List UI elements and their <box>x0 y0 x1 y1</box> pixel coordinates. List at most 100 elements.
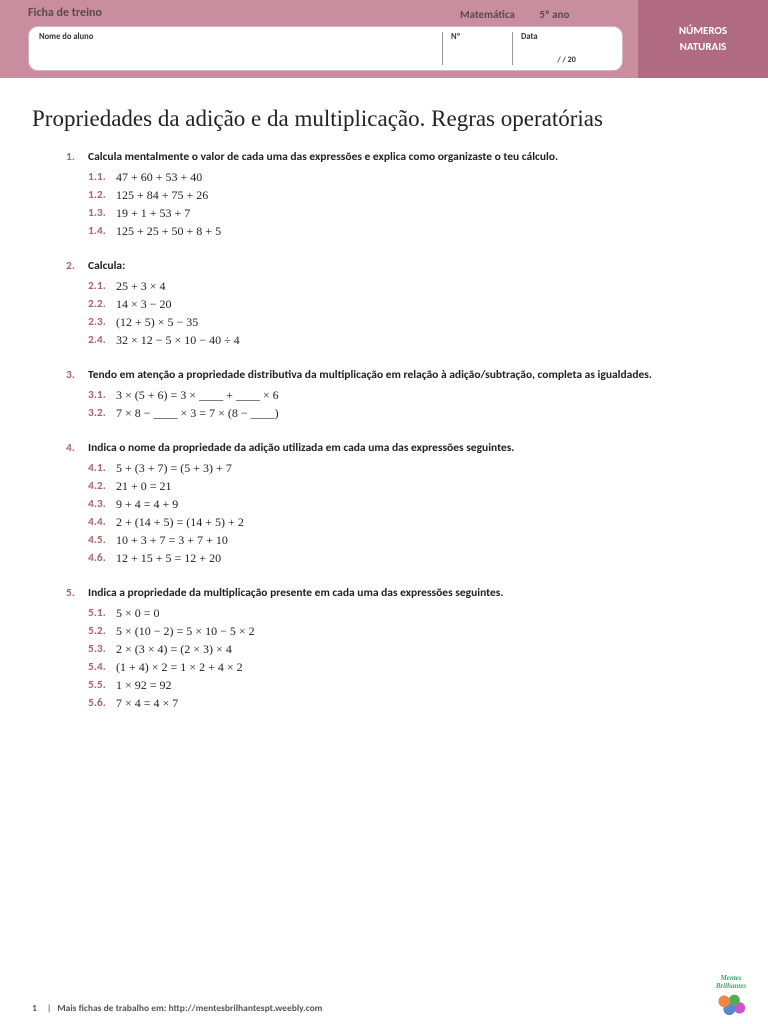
date-value: / / 20 <box>521 55 612 65</box>
brain-icon <box>714 991 748 1017</box>
student-info-box: Nome do aluno Nº Data / / 20 <box>28 26 623 71</box>
sub-item-expression: 12 + 15 + 5 = 12 + 20 <box>116 551 221 566</box>
sub-item-expression: 7 × 8 − ____ × 3 = 7 × (8 − ____) <box>116 406 279 421</box>
sub-item-expression: 14 × 3 − 20 <box>116 297 172 312</box>
sub-item-number: 4.6. <box>88 551 116 566</box>
question-number: 1. <box>66 150 88 164</box>
subject-label: Matemática <box>460 8 515 21</box>
sub-item: 1.3.19 + 1 + 53 + 7 <box>88 206 713 221</box>
question: 2.Calcula:2.1.25 + 3 × 42.2.14 × 3 − 202… <box>88 259 713 348</box>
question: 3.Tendo em atenção a propriedade distrib… <box>88 368 713 421</box>
sub-item: 5.1.5 × 0 = 0 <box>88 606 713 621</box>
questions-container: 1.Calcula mentalmente o valor de cada um… <box>0 150 768 711</box>
sub-item-expression: 1 × 92 = 92 <box>116 678 172 693</box>
sub-item-expression: 125 + 25 + 50 + 8 + 5 <box>116 224 221 239</box>
sub-item-expression: 7 × 4 = 4 × 7 <box>116 696 178 711</box>
logo: Mentes Brilhantes <box>706 974 756 1018</box>
page-title: Propriedades da adição e da multiplicaçã… <box>32 106 768 132</box>
sub-item: 2.4.32 × 12 − 5 × 10 − 40 ÷ 4 <box>88 333 713 348</box>
sub-item: 3.2.7 × 8 − ____ × 3 = 7 × (8 − ____) <box>88 406 713 421</box>
question-prompt: Calcula: <box>88 259 125 273</box>
sub-item-expression: 9 + 4 = 4 + 9 <box>116 497 178 512</box>
sub-item: 2.1.25 + 3 × 4 <box>88 279 713 294</box>
topic-badge: NÚMEROS NATURAIS <box>638 0 768 78</box>
sub-item: 4.2.21 + 0 = 21 <box>88 479 713 494</box>
sub-item-expression: 19 + 1 + 53 + 7 <box>116 206 190 221</box>
sub-item-number: 1.1. <box>88 170 116 185</box>
sub-item-number: 5.4. <box>88 660 116 675</box>
question: 5.Indica a propriedade da multiplicação … <box>88 586 713 711</box>
sub-item-number: 1.2. <box>88 188 116 203</box>
sub-item-expression: 47 + 60 + 53 + 40 <box>116 170 202 185</box>
page-footer: 1 | Mais fichas de trabalho em: http://m… <box>32 1002 748 1014</box>
sub-item-number: 5.3. <box>88 642 116 657</box>
sub-item-expression: 32 × 12 − 5 × 10 − 40 ÷ 4 <box>116 333 240 348</box>
sub-item: 4.4.2 + (14 + 5) = (14 + 5) + 2 <box>88 515 713 530</box>
topic-line2: NATURAIS <box>680 40 727 53</box>
sub-item: 5.4.(1 + 4) × 2 = 1 × 2 + 4 × 2 <box>88 660 713 675</box>
question: 4.Indica o nome da propriedade da adição… <box>88 441 713 566</box>
sub-item-expression: 125 + 84 + 75 + 26 <box>116 188 208 203</box>
sub-item: 5.2.5 × (10 − 2) = 5 × 10 − 5 × 2 <box>88 624 713 639</box>
sub-item-number: 4.5. <box>88 533 116 548</box>
question-prompt: Indica a propriedade da multiplicação pr… <box>88 586 503 600</box>
sub-item-number: 4.4. <box>88 515 116 530</box>
sub-item-expression: 5 × 0 = 0 <box>116 606 160 621</box>
sub-item-expression: 5 + (3 + 7) = (5 + 3) + 7 <box>116 461 232 476</box>
question-prompt: Tendo em atenção a propriedade distribut… <box>88 368 652 382</box>
number-label: Nº <box>451 32 512 42</box>
question-number: 5. <box>66 586 88 600</box>
page-number: 1 <box>32 1002 37 1014</box>
sub-item: 1.2.125 + 84 + 75 + 26 <box>88 188 713 203</box>
sub-item-expression: (1 + 4) × 2 = 1 × 2 + 4 × 2 <box>116 660 243 675</box>
name-label: Nome do aluno <box>39 32 442 42</box>
sub-item-number: 2.1. <box>88 279 116 294</box>
sub-item-expression: 2 + (14 + 5) = (14 + 5) + 2 <box>116 515 244 530</box>
question: 1.Calcula mentalmente o valor de cada um… <box>88 150 713 239</box>
question-number: 2. <box>66 259 88 273</box>
sub-item-number: 4.2. <box>88 479 116 494</box>
sub-item-expression: 25 + 3 × 4 <box>116 279 166 294</box>
sub-item-number: 5.2. <box>88 624 116 639</box>
sub-item: 4.6.12 + 15 + 5 = 12 + 20 <box>88 551 713 566</box>
question-prompt: Indica o nome da propriedade da adição u… <box>88 441 514 455</box>
sub-item: 5.5.1 × 92 = 92 <box>88 678 713 693</box>
sub-item-number: 2.4. <box>88 333 116 348</box>
sub-item: 2.3.(12 + 5) × 5 − 35 <box>88 315 713 330</box>
sub-item-number: 3.1. <box>88 388 116 403</box>
sub-item-number: 1.4. <box>88 224 116 239</box>
sub-item: 5.3.2 × (3 × 4) = (2 × 3) × 4 <box>88 642 713 657</box>
sub-item: 2.2.14 × 3 − 20 <box>88 297 713 312</box>
sub-item-expression: 2 × (3 × 4) = (2 × 3) × 4 <box>116 642 232 657</box>
sub-item: 5.6.7 × 4 = 4 × 7 <box>88 696 713 711</box>
sub-item: 1.1.47 + 60 + 53 + 40 <box>88 170 713 185</box>
question-number: 4. <box>66 441 88 455</box>
sub-item-number: 5.6. <box>88 696 116 711</box>
sub-item: 1.4.125 + 25 + 50 + 8 + 5 <box>88 224 713 239</box>
topic-line1: NÚMEROS <box>679 24 727 37</box>
sub-item: 3.1.3 × (5 + 6) = 3 × ____ + ____ × 6 <box>88 388 713 403</box>
sub-item-number: 1.3. <box>88 206 116 221</box>
sub-item-expression: 5 × (10 − 2) = 5 × 10 − 5 × 2 <box>116 624 255 639</box>
sub-item-number: 4.3. <box>88 497 116 512</box>
question-prompt: Calcula mentalmente o valor de cada uma … <box>88 150 558 164</box>
sub-item: 4.1.5 + (3 + 7) = (5 + 3) + 7 <box>88 461 713 476</box>
header-meta: Matemática 5º ano <box>460 8 591 21</box>
question-number: 3. <box>66 368 88 382</box>
footer-divider: | <box>47 1002 52 1014</box>
sub-item-expression: 3 × (5 + 6) = 3 × ____ + ____ × 6 <box>116 388 279 403</box>
sub-item-number: 4.1. <box>88 461 116 476</box>
footer-text: Mais fichas de trabalho em: http://mente… <box>57 1002 322 1014</box>
logo-text: Mentes Brilhantes <box>706 974 756 990</box>
sub-item-expression: (12 + 5) × 5 − 35 <box>116 315 198 330</box>
sub-item-number: 3.2. <box>88 406 116 421</box>
sub-item-number: 5.5. <box>88 678 116 693</box>
sub-item: 4.3.9 + 4 = 4 + 9 <box>88 497 713 512</box>
worksheet-header: Ficha de treino Matemática 5º ano Nome d… <box>0 0 768 78</box>
sub-item-number: 5.1. <box>88 606 116 621</box>
grade-label: 5º ano <box>539 8 569 21</box>
sub-item: 4.5.10 + 3 + 7 = 3 + 7 + 10 <box>88 533 713 548</box>
sub-item-expression: 10 + 3 + 7 = 3 + 7 + 10 <box>116 533 228 548</box>
date-label: Data <box>521 32 612 42</box>
sub-item-expression: 21 + 0 = 21 <box>116 479 172 494</box>
